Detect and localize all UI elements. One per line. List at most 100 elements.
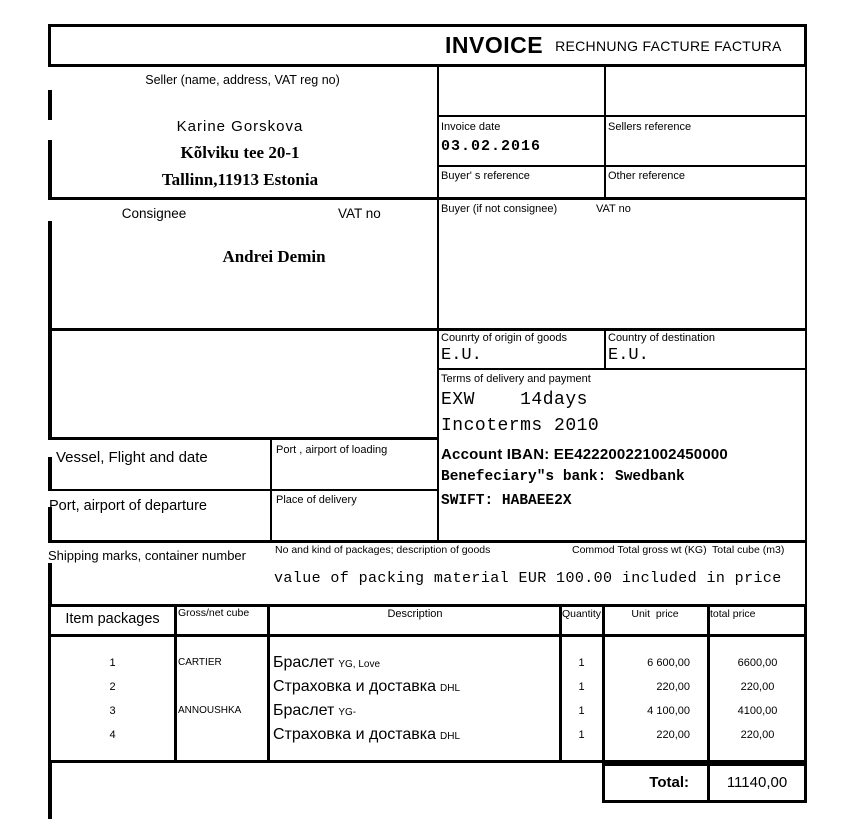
row-divider [48, 489, 439, 491]
table-border-bottom [48, 760, 807, 763]
table-row-item: 1 [109, 657, 116, 669]
table-row-total-price: 4100,00 [737, 705, 778, 717]
table-row-unit-price: 4 100,00 [647, 705, 690, 717]
country-destination-value: E.U. [608, 346, 649, 365]
terms-label: Terms of delivery and payment [441, 373, 591, 385]
table-column-divider [174, 604, 177, 763]
table-row-quantity: 1 [578, 681, 585, 693]
port-loading-label: Port , airport of loading [276, 444, 388, 456]
table-row-description: Страховка и доставка DHL [273, 724, 460, 748]
beneficiary-bank: Benefeciary"s bank: Swedbank [441, 469, 685, 485]
account-iban: Account IBAN: EE422200221002450000 [441, 446, 728, 463]
country-origin-label: Counrty of origin of goods [441, 332, 567, 344]
table-column-divider [707, 604, 710, 763]
buyer-label: Buyer (if not consignee) [441, 203, 558, 215]
marks-empty-box [48, 328, 437, 440]
port-departure-label: Port, airport of departure [49, 498, 207, 514]
total-label-box: Total: [602, 763, 710, 803]
left-edge-mark [48, 563, 52, 604]
left-edge-mark [48, 140, 52, 198]
consignee-label: Consignee [121, 206, 187, 221]
description-text: Страховка и доставка [273, 678, 437, 695]
col-header-description: Description [387, 608, 443, 620]
invoice-subtitle: RECHNUNG FACTURE FACTURA [555, 37, 782, 54]
row-divider [437, 165, 807, 167]
row-divider [437, 115, 807, 117]
gross-wt-label: Commod Total gross wt (KG) [572, 544, 707, 556]
row-divider [437, 368, 807, 370]
consignee-vat-label: VAT no [338, 206, 381, 221]
seller-address-line1: Kõlviku tee 20-1 [180, 143, 300, 162]
column-divider [604, 328, 606, 368]
place-delivery-label: Place of delivery [276, 494, 357, 506]
terms-line1: EXW 14days [441, 390, 588, 410]
description-text: Браслет [273, 702, 335, 719]
table-column-divider [559, 604, 562, 763]
table-row-unit-price: 220,00 [656, 681, 690, 693]
table-column-divider [267, 604, 270, 763]
sellers-reference-label: Sellers reference [608, 121, 692, 133]
vessel-label: Vessel, Flight and date [56, 449, 208, 466]
packing-note: value of packing material EUR 100.00 inc… [274, 570, 782, 587]
table-row-item: 2 [109, 681, 116, 693]
total-label: Total: [649, 774, 689, 791]
country-origin-value: E.U. [441, 346, 482, 365]
table-row-total-price: 6600,00 [737, 657, 778, 669]
table-row-total-price: 220,00 [740, 729, 775, 741]
description-text: Браслет [273, 654, 335, 671]
terms-line2: Incoterms 2010 [441, 416, 600, 436]
country-destination-label: Country of destination [608, 332, 716, 344]
seller-name: Karine Gorskova [176, 118, 304, 135]
description-suffix: DHL [440, 683, 461, 694]
seller-bottom-divider [48, 197, 807, 200]
table-header-divider [48, 634, 807, 637]
left-edge-mark [48, 90, 52, 120]
table-border-right [804, 604, 807, 763]
col-header-cube: Gross/net cube [178, 607, 250, 619]
table-row-brand: CARTIER [178, 657, 222, 668]
buyer-vat-label: VAT no [596, 203, 631, 215]
column-divider [270, 440, 272, 540]
table-row-quantity: 1 [578, 657, 585, 669]
table-row-unit-price: 6 600,00 [647, 657, 690, 669]
description-suffix: DHL [440, 731, 461, 742]
table-row-description: Страховка и доставка DHL [273, 676, 460, 700]
table-row-quantity: 1 [578, 705, 585, 717]
row-divider [437, 328, 807, 331]
col-header-total-price: total price [710, 608, 756, 620]
other-reference-label: Other reference [608, 170, 686, 182]
column-divider [604, 67, 606, 198]
col-header-unit-price: Unit price [631, 608, 679, 620]
invoice-header-box: INVOICE RECHNUNG FACTURE FACTURA [48, 24, 807, 67]
col-header-item: Item packages [65, 611, 160, 627]
left-edge-mark [48, 221, 52, 328]
seller-address-line2: Tallinn,11913 Estonia [161, 170, 319, 189]
seller-label: Seller (name, address, VAT reg no) [145, 73, 340, 87]
swift-code: SWIFT: HABAEE2X [441, 493, 572, 509]
table-row-unit-price: 220,00 [656, 729, 690, 741]
table-row-item: 3 [109, 705, 116, 717]
invoice-title: INVOICE [445, 32, 544, 58]
total-value-box: 11140,00 [707, 763, 807, 803]
invoice-date-label: Invoice date [441, 121, 501, 133]
left-edge-mark [48, 763, 52, 819]
shipping-marks-label: Shipping marks, container number [48, 548, 246, 563]
left-edge-mark [48, 457, 52, 489]
description-suffix: YG- [338, 707, 357, 718]
cube-label: Total cube (m3) [712, 544, 785, 556]
table-row-brand: ANNOUSHKA [178, 705, 242, 716]
invoice-date-value: 03.02.2016 [441, 138, 542, 155]
total-value: 11140,00 [726, 774, 788, 791]
description-text: Страховка и доставка [273, 726, 437, 743]
table-row-item: 4 [109, 729, 116, 741]
buyers-reference-label: Buyer' s reference [441, 170, 530, 182]
table-column-divider [602, 604, 605, 763]
table-border-left [48, 604, 51, 763]
table-row-quantity: 1 [578, 729, 585, 741]
table-row-description: Браслет YG- [273, 700, 356, 724]
packages-label: No and kind of packages; description of … [275, 544, 491, 556]
right-border [805, 67, 807, 604]
table-row-description: Браслет YG, Love [273, 652, 380, 676]
col-header-quantity: Quantity [561, 608, 602, 620]
